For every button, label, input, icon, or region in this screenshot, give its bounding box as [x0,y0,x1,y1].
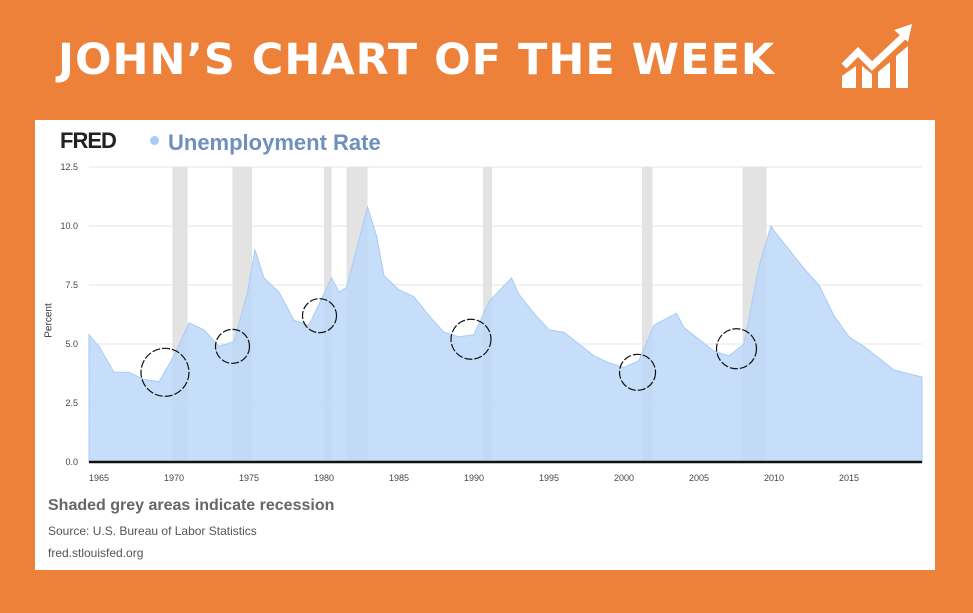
growth-chart-icon [841,24,912,88]
annotation-circle [214,328,251,364]
x-tick-label: 1980 [314,473,334,483]
y-tick-label: 0.0 [65,457,78,467]
x-tick-label: 2015 [839,473,859,483]
annotation-circle [715,328,758,370]
y-tick-label: 12.5 [60,162,78,172]
annotation-circle [301,298,338,334]
y-tick-label: 5.0 [65,339,78,349]
chart-title: Unemployment Rate [168,130,381,155]
annotation-circle [140,347,190,397]
x-tick-label: 2010 [764,473,784,483]
source-url[interactable]: fred.stlouisfed.org [48,546,144,560]
x-tick-label: 1995 [539,473,559,483]
series-area [88,205,923,463]
banner-title: JOHN’S CHART OF THE WEEK [58,35,776,85]
source-text: Source: U.S. Bureau of Labor Statistics [48,524,257,538]
x-tick-label: 2005 [689,473,709,483]
x-tick-label: 1970 [164,473,184,483]
x-tick-label: 1985 [389,473,409,483]
recession-note: Shaded grey areas indicate recession [48,497,335,514]
series-legend-dot [150,136,159,145]
fred-logo: FRED [60,128,117,153]
x-tick-label: 1965 [89,473,109,483]
y-tick-label: 10.0 [60,221,78,231]
x-tick-label: 1975 [239,473,259,483]
annotation-circle [450,318,492,360]
x-tick-label: 1990 [464,473,484,483]
y-tick-label: 2.5 [65,398,78,408]
y-tick-label: 7.5 [65,280,78,290]
annotation-circle [618,353,657,391]
recession-band [642,167,653,462]
x-tick-label: 2000 [614,473,634,483]
